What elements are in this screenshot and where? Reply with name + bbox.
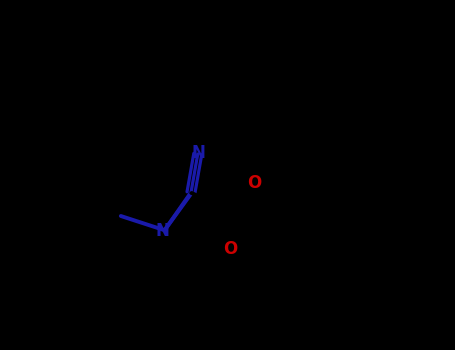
Text: N: N xyxy=(192,144,206,162)
Text: N: N xyxy=(156,222,170,240)
Text: O: O xyxy=(223,240,238,258)
Text: O: O xyxy=(247,174,261,192)
